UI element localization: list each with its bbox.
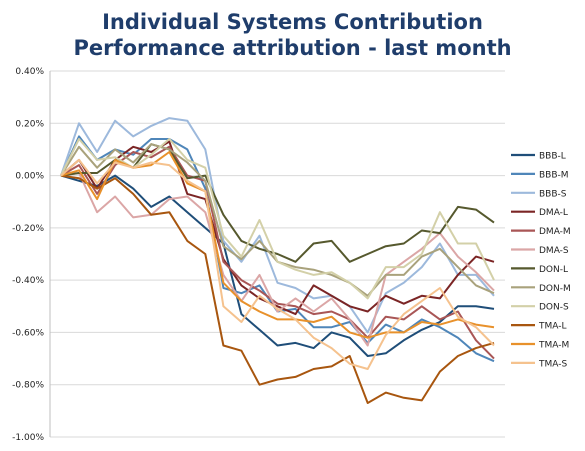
series-layer — [60, 117, 495, 404]
y-tick-label: 0.00% — [15, 172, 44, 182]
chart-subtitle: Performance attribution - last month — [73, 36, 512, 60]
series-line-don-l — [60, 143, 495, 263]
grid-layer — [50, 70, 505, 438]
legend-item-bbb-s: BBB-S — [511, 189, 567, 199]
legend-label: DON-S — [539, 303, 569, 313]
legend-item-don-l: DON-L — [511, 265, 568, 275]
y-tick-label: -0.60% — [12, 328, 44, 338]
axis-layer: 0.40% 0.20% 0.00% -0.20% -0.40% -0.60% -0.80% -… — [12, 67, 51, 443]
y-tick-label: -0.40% — [12, 276, 44, 286]
legend-item-dma-l: DMA-L — [511, 208, 568, 218]
legend-label: DMA-L — [539, 208, 568, 218]
legend-item-dma-m: DMA-M — [511, 227, 571, 237]
series-line-bbb-l — [60, 174, 495, 357]
series-line-bbb-s — [60, 117, 495, 334]
legend-item-don-m: DON-M — [511, 284, 571, 294]
series-line-tma-l — [60, 174, 495, 404]
y-tick-label: -0.20% — [12, 224, 44, 234]
chart-title: Individual Systems Contribution — [102, 10, 483, 34]
legend-label: TMA-M — [538, 341, 569, 351]
legend-item-bbb-m: BBB-M — [511, 170, 569, 180]
series-line-don-s — [60, 138, 495, 300]
legend-item-tma-s: TMA-S — [511, 359, 567, 369]
legend-item-bbb-l: BBB-L — [511, 152, 566, 162]
series-line-dma-m — [60, 145, 495, 360]
legend-label: DMA-S — [539, 246, 569, 256]
legend-item-don-s: DON-S — [511, 303, 569, 313]
legend-label: BBB-S — [539, 189, 567, 199]
y-tick-label: -1.00% — [12, 433, 44, 443]
legend-label: TMA-L — [538, 322, 566, 332]
y-tick-label: 0.40% — [15, 67, 44, 77]
legend-item-tma-l: TMA-L — [511, 322, 566, 332]
legend-label: DON-M — [539, 284, 571, 294]
legend-label: TMA-S — [538, 359, 567, 369]
legend-item-tma-m: TMA-M — [511, 341, 569, 351]
series-line-tma-s — [60, 158, 495, 370]
y-tick-label: 0.20% — [15, 119, 44, 129]
legend-label: DMA-M — [539, 227, 571, 237]
legend: BBB-L BBB-M BBB-S DMA-L DMA-M DMA-S DON-L DON-M… — [511, 152, 571, 369]
legend-item-dma-s: DMA-S — [511, 246, 569, 256]
legend-label: BBB-M — [539, 170, 569, 180]
y-tick-label: -0.80% — [12, 381, 44, 391]
legend-label: DON-L — [539, 265, 568, 275]
series-line-dma-s — [60, 172, 495, 347]
series-line-dma-l — [60, 140, 495, 316]
series-line-don-m — [60, 143, 495, 297]
legend-label: BBB-L — [539, 152, 566, 162]
